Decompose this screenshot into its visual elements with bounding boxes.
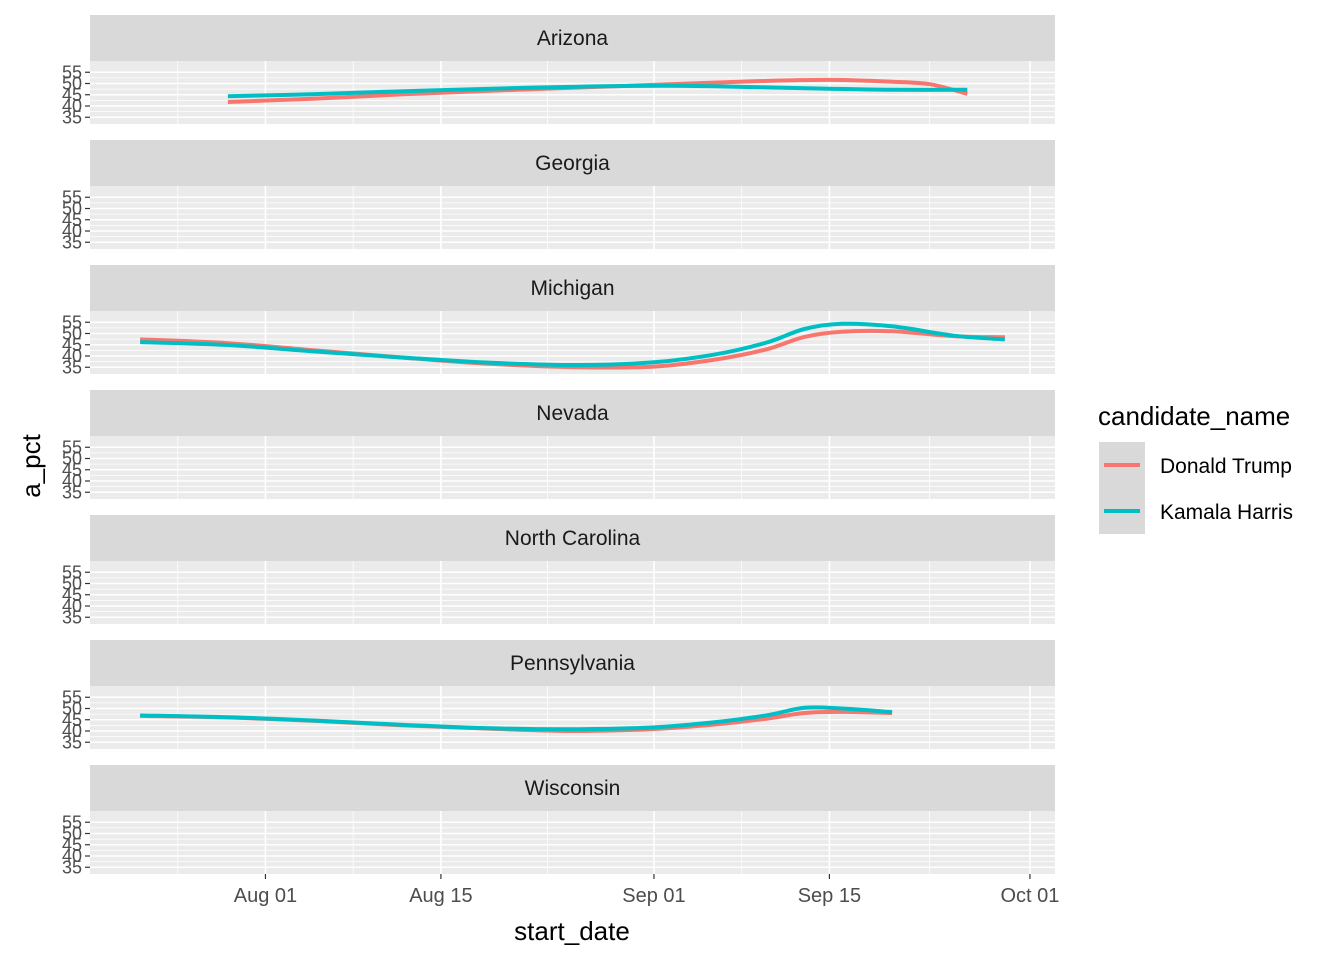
y-tick-label: 50 [62,199,82,219]
y-tick-label: 45 [62,460,82,480]
x-axis: Aug 01 Aug 15 Sep 01 Sep 15 Oct 01 [234,874,1059,907]
panel-background [90,561,1055,624]
panel-background [90,811,1055,874]
facet-strip [90,390,1055,436]
y-tick-label: 50 [62,574,82,594]
y-tick-label: 55 [62,187,82,207]
facet-strip [90,140,1055,186]
facet-strip [90,265,1055,311]
facet-strip [90,640,1055,686]
series-line [140,321,1006,368]
y-tick-label: 55 [62,312,82,332]
x-tick-label: Oct 01 [1000,885,1059,907]
legend-label: Kamala Harris [1160,501,1293,524]
facet-title: Nevada [536,402,609,425]
y-tick-label: 35 [62,607,82,627]
y-tick-label: 55 [62,562,82,582]
y-tick-label: 35 [62,732,82,752]
y-tick-label: 55 [62,687,82,707]
y-tick-label: 40 [62,846,82,866]
facet-title: Wisconsin [525,777,621,800]
y-tick-label: 55 [62,62,82,82]
x-tick-label: Aug 01 [234,885,297,907]
panel-background [90,186,1055,249]
y-tick-label: 50 [62,74,82,94]
x-tick-label: Aug 15 [409,885,472,907]
x-tick-label: Sep 01 [622,885,685,907]
facet-title: Pennsylvania [510,652,635,675]
series-line [227,83,968,99]
legend-title: candidate_name [1098,401,1290,431]
y-tick-label: 35 [62,232,82,252]
y-tick-label: 40 [62,346,82,366]
y-tick-label: 45 [62,210,82,230]
series-line [140,705,893,732]
y-tick-label: 45 [62,585,82,605]
y-tick-label: 50 [62,449,82,469]
y-tick-label: 40 [62,596,82,616]
y-tick-label: 55 [62,437,82,457]
facet-strip [90,15,1055,61]
legend-label: Donald Trump [1160,455,1292,478]
y-tick-label: 40 [62,221,82,241]
facet-title: Georgia [535,152,610,175]
legend: candidate_name Donald Trump Kamala Harris [1098,401,1293,534]
x-axis-title: start_date [514,916,630,946]
panel-background [90,436,1055,499]
y-tick-label: 50 [62,699,82,719]
y-tick-label: 45 [62,835,82,855]
panel-background [90,61,1055,124]
y-tick-label: 35 [62,482,82,502]
y-tick-label: 45 [62,335,82,355]
y-tick-label: 35 [62,357,82,377]
y-tick-label: 40 [62,471,82,491]
y-tick-label: 35 [62,107,82,127]
facet-strip [90,765,1055,811]
y-tick-label: 55 [62,812,82,832]
y-axis-title: a_pct [16,433,46,497]
y-tick-label: 35 [62,857,82,877]
facet-title: Arizona [537,27,609,50]
y-tick-label: 40 [62,721,82,741]
facet-strip [90,515,1055,561]
facet-panels: Arizona3540455055Georgia3540455055Michig… [62,15,1055,877]
y-tick-label: 50 [62,324,82,344]
facet-title: Michigan [530,277,614,300]
y-tick-label: 45 [62,710,82,730]
x-tick-label: Sep 15 [798,885,861,907]
y-tick-label: 40 [62,96,82,116]
y-tick-label: 50 [62,824,82,844]
y-tick-label: 45 [62,85,82,105]
facet-title: North Carolina [505,527,641,550]
